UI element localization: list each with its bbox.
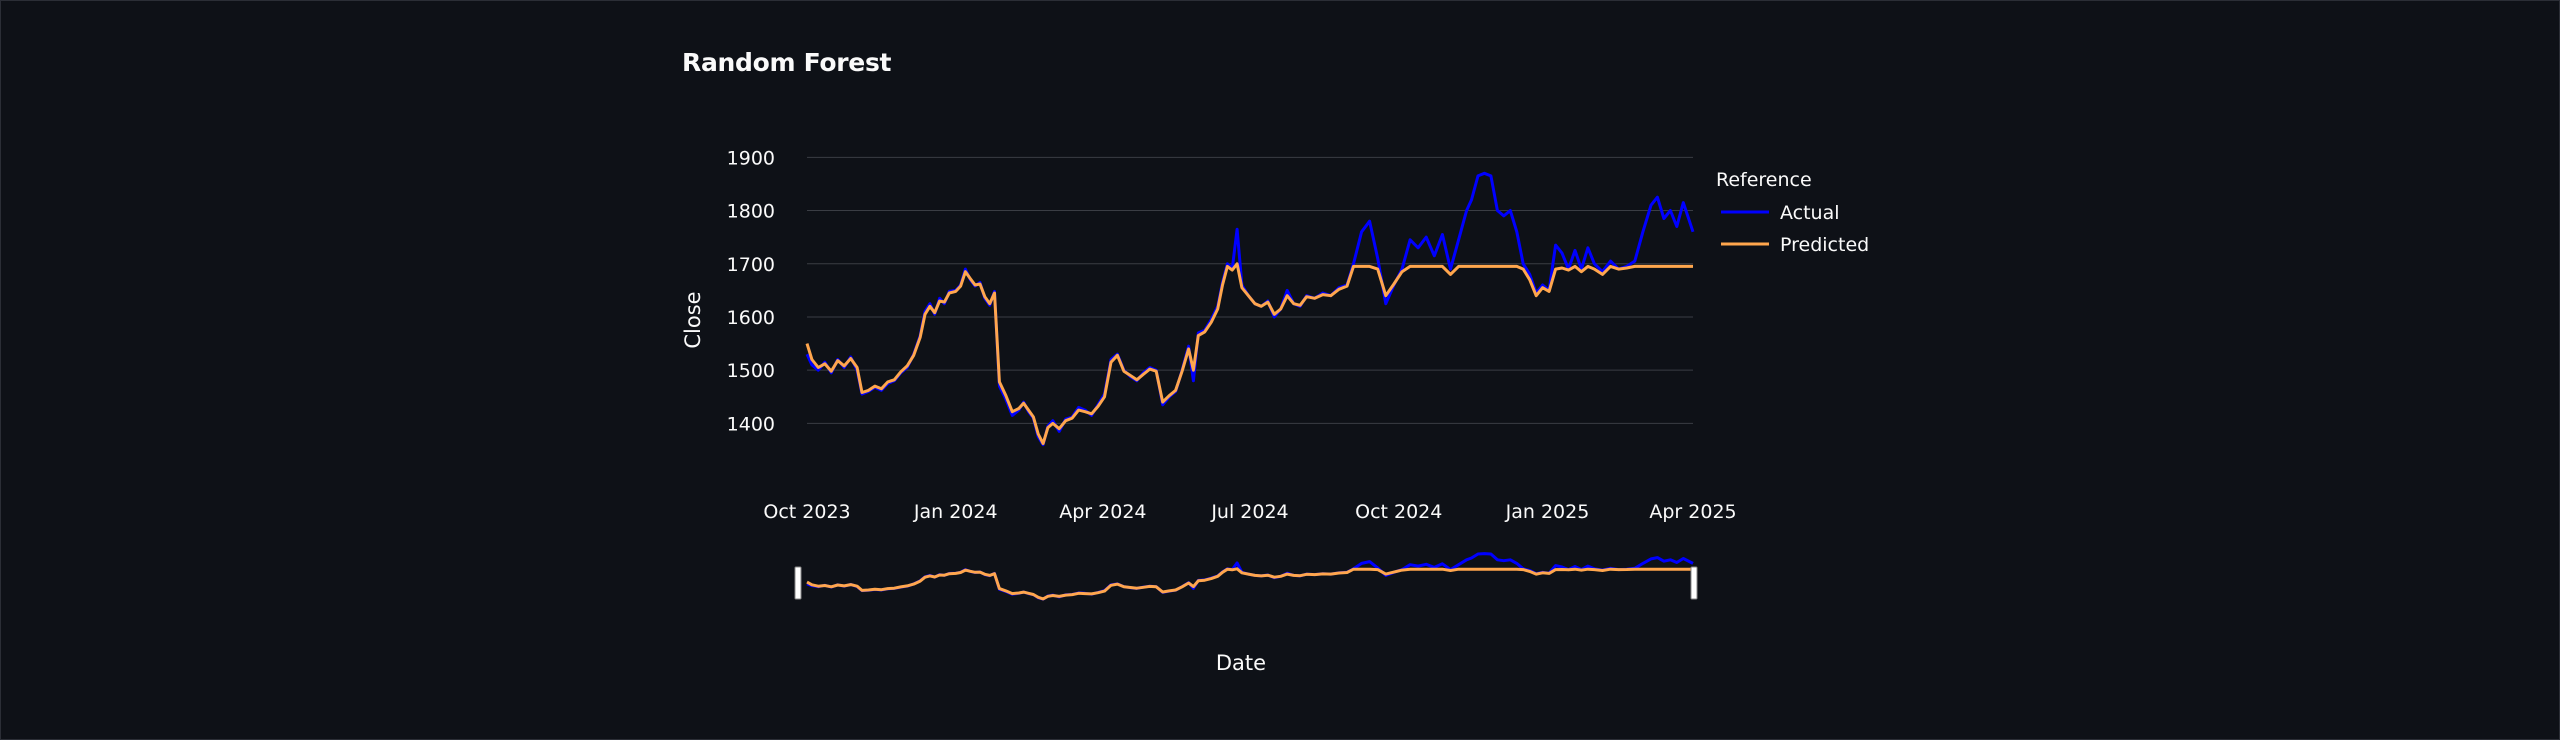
x-tick-label: Oct 2024 xyxy=(1355,501,1442,523)
x-tick-labels: Oct 2023 Jan 2024 Apr 2024 Jul 2024 Oct 2024… xyxy=(763,501,1736,523)
y-tick-label: 1400 xyxy=(727,413,775,435)
legend: Reference Actual Predicted xyxy=(1716,169,1869,256)
x-tick-label: Apr 2025 xyxy=(1649,501,1736,523)
mini-series-line-predicted xyxy=(806,567,1693,601)
y-gridlines xyxy=(807,156,1693,424)
range-slider-left-handle[interactable] xyxy=(794,566,802,600)
legend-label-actual[interactable]: Actual xyxy=(1780,202,1840,224)
x-tick-label: Jan 2025 xyxy=(1505,501,1590,523)
series-line-actual[interactable] xyxy=(805,171,1695,447)
legend-title: Reference xyxy=(1716,169,1812,191)
y-tick-label: 1600 xyxy=(727,307,775,329)
range-slider-right-handle[interactable] xyxy=(1690,566,1698,600)
x-tick-label: Jul 2024 xyxy=(1210,501,1288,523)
x-tick-label: Oct 2023 xyxy=(763,501,850,523)
y-tick-labels: 1400 1500 1600 1700 1800 1900 xyxy=(727,147,775,435)
page-title: Random Forest xyxy=(682,48,892,77)
series-line-predicted[interactable] xyxy=(805,262,1693,446)
y-tick-label: 1500 xyxy=(727,360,775,382)
y-tick-label: 1900 xyxy=(727,147,775,169)
y-tick-label: 1800 xyxy=(727,201,775,223)
y-axis-label: Close xyxy=(681,291,705,348)
x-axis-label: Date xyxy=(1216,651,1266,675)
range-slider[interactable] xyxy=(794,552,1698,601)
x-tick-label: Jan 2024 xyxy=(913,501,998,523)
y-tick-label: 1700 xyxy=(727,254,775,276)
range-slider-preview xyxy=(806,552,1694,601)
x-tick-label: Apr 2024 xyxy=(1059,501,1146,523)
plot-area[interactable] xyxy=(805,171,1695,447)
legend-label-predicted[interactable]: Predicted xyxy=(1780,234,1869,256)
